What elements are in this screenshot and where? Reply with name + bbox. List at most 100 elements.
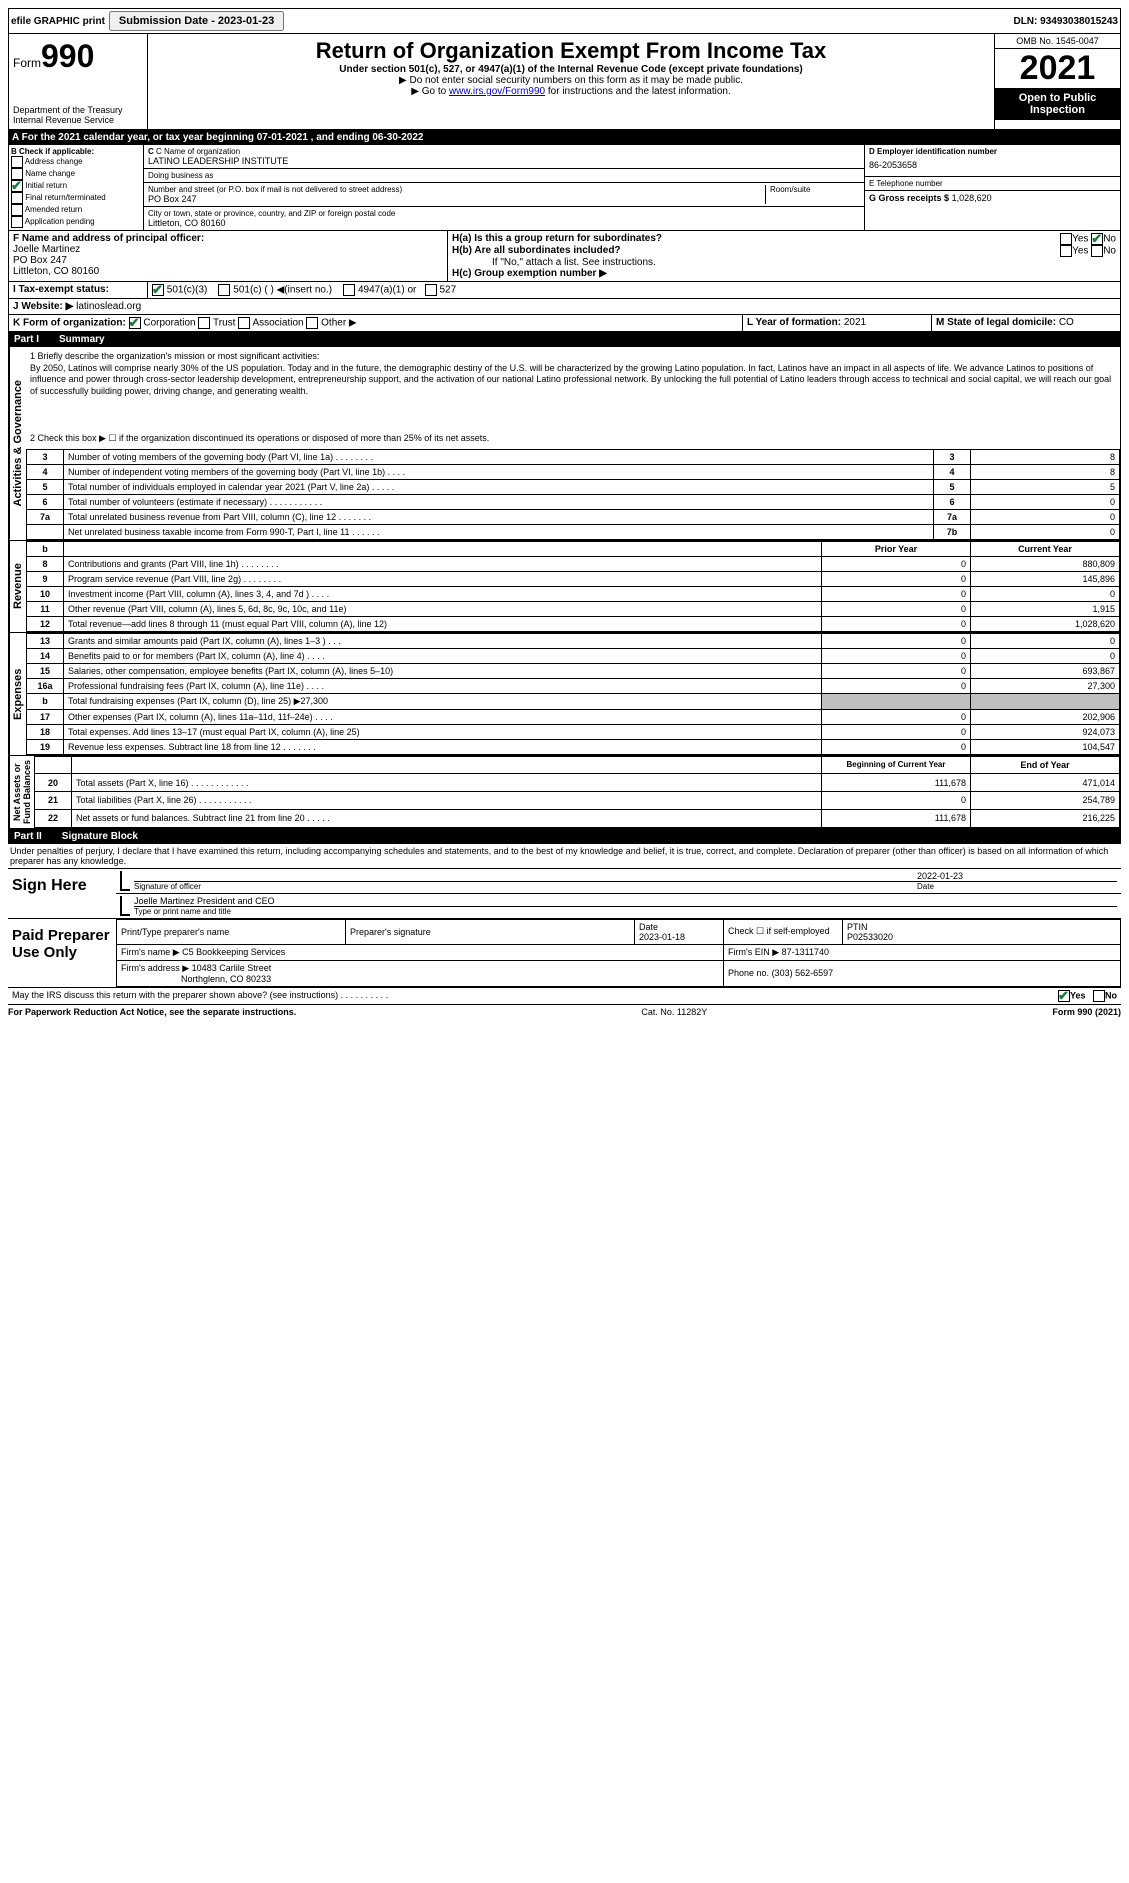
lbl-app-pending: Application pending [25,217,95,226]
line-value: 8 [971,449,1120,464]
check-527[interactable] [425,284,437,296]
check-trust[interactable] [198,317,210,329]
vert-activities-governance: Activities & Governance [9,347,26,540]
i-label: I Tax-exempt status: [13,284,109,295]
firm-phone: (303) 562-6597 [772,968,834,978]
officer-addr2: Littleton, CO 80160 [13,266,443,277]
check-address-change[interactable] [11,156,23,168]
discuss-no: No [1105,990,1117,1000]
line-text: Salaries, other compensation, employee b… [64,663,822,678]
l-value: 2021 [844,317,866,328]
top-bar: efile GRAPHIC print Submission Date - 20… [8,8,1121,34]
check-other[interactable] [306,317,318,329]
dept-label: Department of the Treasury [13,105,143,115]
line-text: Total expenses. Add lines 13–17 (must eq… [64,724,822,739]
footer-mid: Cat. No. 11282Y [641,1007,707,1017]
discuss-yes-check[interactable] [1058,990,1070,1002]
vert-netassets: Net Assets orFund Balances [9,756,34,828]
check-corp[interactable] [129,317,141,329]
check-4947[interactable] [343,284,355,296]
line-text: Total revenue—add lines 8 through 11 (mu… [64,616,822,631]
line-ref: 4 [934,464,971,479]
firm-phone-label: Phone no. [728,968,769,978]
open-inspection: Open to Public Inspection [995,88,1120,120]
prior-value: 0 [822,709,971,724]
prep-sig-label: Preparer's signature [346,919,635,944]
current-value: 0 [971,633,1120,648]
current-value: 104,547 [971,739,1120,754]
part1-header: Part I Summary [8,332,1121,347]
room-label: Room/suite [770,185,860,194]
current-value: 924,073 [971,724,1120,739]
check-501c3[interactable] [152,284,164,296]
shaded-cell [971,693,1120,709]
prior-value: 0 [822,633,971,648]
line-text: Revenue less expenses. Subtract line 18 … [64,739,822,754]
line-value: 5 [971,479,1120,494]
street-label: Number and street (or P.O. box if mail i… [148,185,765,194]
end-value: 471,014 [971,774,1120,792]
hb-yes-check[interactable] [1060,245,1072,257]
part2-label: Part II [14,831,42,842]
discuss-text: May the IRS discuss this return with the… [12,990,1058,1002]
line-num: 19 [27,739,64,754]
line-value: 0 [971,524,1120,539]
check-amended[interactable] [11,204,23,216]
current-value: 145,896 [971,571,1120,586]
prior-year-head: Prior Year [822,541,971,556]
opt-501c3: 501(c)(3) [167,285,208,296]
check-501c[interactable] [218,284,230,296]
line-num: 10 [27,586,64,601]
ha-yes-check[interactable] [1060,233,1072,245]
preparer-table: Print/Type preparer's name Preparer's si… [116,919,1121,987]
opt-trust: Trust [213,318,235,329]
sign-here-label: Sign Here [8,869,116,918]
prior-value: 0 [822,571,971,586]
q2-label: 2 Check this box ▶ ☐ if the organization… [30,433,1116,445]
preparer-heading: Paid Preparer Use Only [8,919,116,987]
submission-date-button[interactable]: Submission Date - 2023-01-23 [109,11,284,31]
prep-name-label: Print/Type preparer's name [121,927,229,937]
hb-no-check[interactable] [1091,245,1103,257]
line-num: b [27,693,64,709]
line-ref: 7b [934,524,971,539]
row-j-website: J Website: ▶ latinoslead.org [8,299,1121,315]
firm-ein: 87-1311740 [782,947,829,957]
check-app-pending[interactable] [11,216,23,228]
mission-text: By 2050, Latinos will comprise nearly 30… [30,363,1116,398]
prior-value: 0 [822,586,971,601]
line-text: Professional fundraising fees (Part IX, … [64,678,822,693]
ha-no-check[interactable] [1091,233,1103,245]
check-initial-return[interactable] [11,180,23,192]
line-text: Other revenue (Part VIII, column (A), li… [64,601,822,616]
irs-link[interactable]: www.irs.gov/Form990 [449,86,545,97]
form-subtitle-1: Under section 501(c), 527, or 4947(a)(1)… [152,64,990,75]
check-final-return[interactable] [11,192,23,204]
discuss-no-check[interactable] [1093,990,1105,1002]
row-f-h: F Name and address of principal officer:… [8,231,1121,282]
line-num: 21 [35,792,72,810]
line-num: 12 [27,616,64,631]
rowa-end: 06-30-2022 [372,132,423,143]
vert-expenses: Expenses [9,633,26,755]
ha-label: H(a) Is this a group return for subordin… [452,233,662,244]
end-value: 216,225 [971,809,1120,827]
current-year-head: Current Year [971,541,1120,556]
m-label: M State of legal domicile: [936,317,1056,328]
officer-addr1: PO Box 247 [13,255,443,266]
line-text: Total liabilities (Part X, line 26) . . … [72,792,822,810]
end-year-head: End of Year [971,756,1120,774]
check-assoc[interactable] [238,317,250,329]
hb-yes: Yes [1072,246,1088,257]
gross-value: 1,028,620 [952,193,992,203]
firm-addr-label: Firm's address ▶ [121,963,189,973]
officer-name-title: Joelle Martinez President and CEO [134,896,1117,906]
sign-here-block: Sign Here Signature of officer 2022-01-2… [8,869,1121,919]
phone-label: E Telephone number [869,179,1116,188]
firm-addr2: Northglenn, CO 80233 [181,974,271,984]
arrow-icon-2 [120,896,130,916]
paid-preparer-block: Paid Preparer Use Only Print/Type prepar… [8,919,1121,988]
current-value: 1,028,620 [971,616,1120,631]
row-a-tax-year: A For the 2021 calendar year, or tax yea… [8,130,1121,145]
line-text: Grants and similar amounts paid (Part IX… [64,633,822,648]
